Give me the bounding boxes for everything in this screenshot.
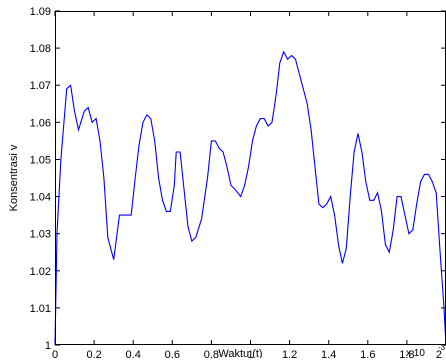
x-tick-label: 1.4 — [321, 349, 336, 358]
plot-area-frame — [55, 11, 446, 345]
x-axis-label: Waktu (t) — [218, 348, 262, 358]
y-tick-label: 1.03 — [30, 229, 51, 241]
y-axis-label: Konsentrasi v — [8, 144, 20, 211]
series-line-konsentrasi — [54, 50, 446, 346]
y-tick-label: 1.05 — [30, 154, 51, 166]
x-tick-label: 1.6 — [360, 349, 375, 358]
x-tick-label: 0.6 — [165, 349, 180, 358]
x-tick-label: 1 — [247, 349, 253, 358]
x-tick-label: 0 — [52, 349, 58, 358]
y-tick-label: 1 — [45, 340, 51, 352]
x-axis-multiplier-label: x 10 — [406, 348, 425, 358]
x-tick-label: 0.2 — [86, 349, 101, 358]
x-tick-label: 2 — [436, 349, 442, 358]
x-tick-label: 0.4 — [126, 349, 141, 358]
y-tick-label: 1.06 — [30, 117, 51, 129]
x-axis-multiplier-exponent: -3 — [438, 343, 446, 352]
y-tick-label: 1.09 — [30, 6, 51, 18]
y-tick-label: 1.01 — [30, 303, 51, 315]
y-tick-label: 1.02 — [30, 266, 51, 278]
y-tick-label: 1.04 — [30, 192, 51, 204]
y-tick-label: 1.08 — [30, 43, 51, 55]
x-tick-label: 1.2 — [282, 349, 297, 358]
axis-ticks — [54, 10, 446, 346]
x-tick-label: 0.8 — [204, 349, 219, 358]
axis-tick-labels: 0 0.2 0.4 0.6 0.8 1 1.2 1.4 1.6 1.8 211.011.021.03… — [30, 6, 442, 361]
y-tick-label: 1.07 — [30, 80, 51, 92]
